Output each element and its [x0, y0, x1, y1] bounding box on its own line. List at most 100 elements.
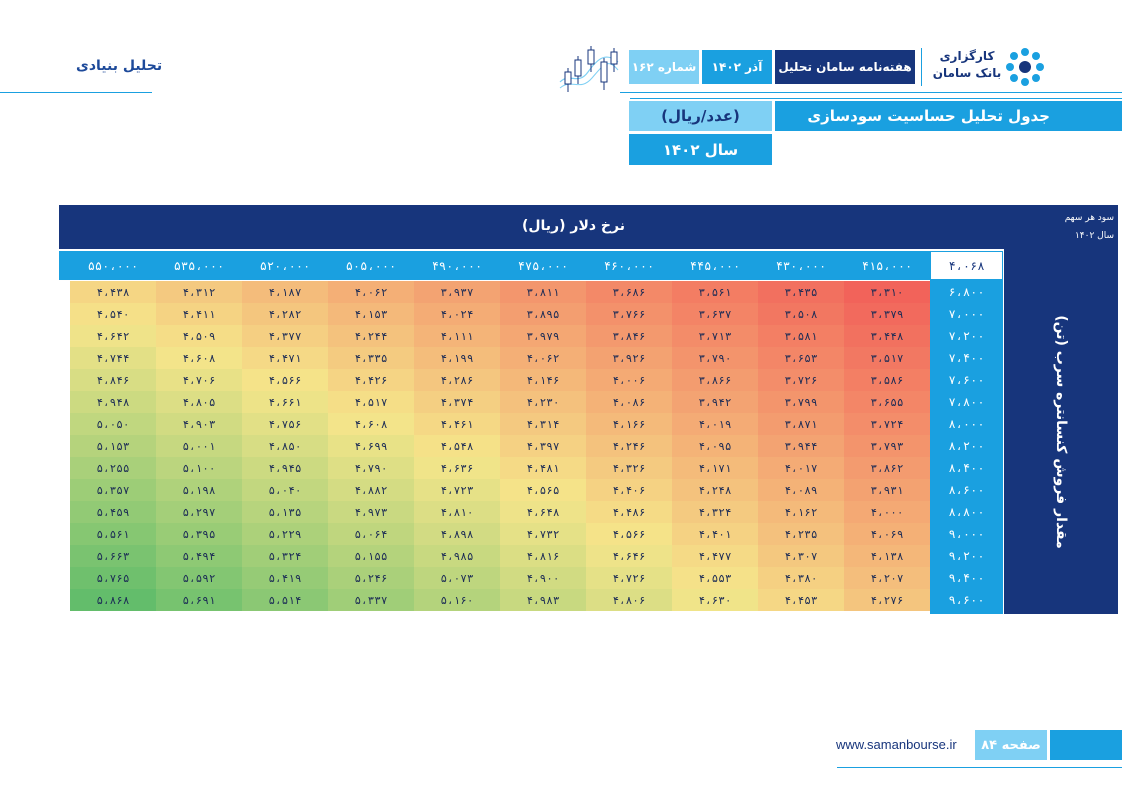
eps-value-cell: ۳،۵۸۱ [758, 325, 844, 347]
footer-accent-block [1050, 730, 1122, 760]
eps-value-cell: ۵،۶۶۳ [70, 545, 156, 567]
sales-volume-cell: ۷،۸۰۰ [948, 395, 985, 409]
eps-value-cell: ۴،۰۹۵ [672, 435, 758, 457]
eps-value-cell: ۴،۸۱۰ [414, 501, 500, 523]
eps-value-cell: ۴،۳۱۴ [500, 413, 586, 435]
eps-value-cell: ۴،۴۱۱ [156, 303, 242, 325]
eps-value-cell: ۳،۵۰۸ [758, 303, 844, 325]
dollar-rate-cell: ۵۵۰،۰۰۰ [87, 258, 139, 273]
eps-value-cell: ۴،۱۳۸ [844, 545, 930, 567]
eps-value-cell: ۴،۷۳۲ [500, 523, 586, 545]
eps-value-cell: ۴،۲۴۶ [586, 435, 672, 457]
eps-value-cell: ۴،۹۸۵ [414, 545, 500, 567]
eps-value-cell: ۵،۲۴۶ [328, 567, 414, 589]
eps-value-cell: ۴،۰۸۶ [586, 391, 672, 413]
table-title: جدول تحلیل حساسیت سودسازی [775, 101, 1122, 131]
eps-value-cell: ۴،۷۵۶ [242, 413, 328, 435]
eps-value-cell: ۴،۳۲۶ [586, 457, 672, 479]
section-title: تحلیل بنیادی [76, 58, 163, 74]
sales-volume-cell: ۹،۴۰۰ [948, 571, 985, 585]
eps-value-cell: ۴،۲۰۷ [844, 567, 930, 589]
eps-value-cell: ۴،۷۲۶ [586, 567, 672, 589]
eps-value-cell: ۳،۷۲۴ [844, 413, 930, 435]
eps-value-cell: ۳،۶۳۷ [672, 303, 758, 325]
eps-value-cell: ۴،۵۰۹ [156, 325, 242, 347]
eps-value-cell: ۴،۱۶۲ [758, 501, 844, 523]
eps-value-cell: ۴،۲۸۶ [414, 369, 500, 391]
eps-value-cell: ۴،۵۵۳ [672, 567, 758, 589]
eps-value-cell: ۴،۸۰۵ [156, 391, 242, 413]
eps-value-cell: ۴،۹۴۸ [70, 391, 156, 413]
eps-value-cell: ۳،۵۸۶ [844, 369, 930, 391]
eps-value-cell: ۴،۱۵۳ [328, 303, 414, 325]
eps-value-cell: ۵،۵۶۱ [70, 523, 156, 545]
sales-volume-cell: ۷،۲۰۰ [948, 329, 985, 343]
dollar-rate-cell: ۵۰۵،۰۰۰ [345, 258, 397, 273]
dollar-rate-cell: ۵۳۵،۰۰۰ [173, 258, 225, 273]
eps-value-cell: ۴،۰۶۹ [844, 523, 930, 545]
header-divider-left [0, 92, 152, 93]
eps-value-cell: ۳،۳۱۰ [844, 281, 930, 303]
eps-value-cell: ۴،۸۰۶ [586, 589, 672, 611]
eps-value-cell: ۵،۱۶۰ [414, 589, 500, 611]
eps-value-cell: ۳،۸۶۶ [672, 369, 758, 391]
eps-value-cell: ۳،۷۹۹ [758, 391, 844, 413]
eps-value-cell: ۵،۴۱۹ [242, 567, 328, 589]
eps-value-cell: ۴،۲۷۶ [844, 589, 930, 611]
eps-value-cell: ۴،۸۴۶ [70, 369, 156, 391]
eps-value-cell: ۴،۵۶۵ [500, 479, 586, 501]
eps-value-cell: ۴،۶۰۸ [156, 347, 242, 369]
table-year: سال ۱۴۰۲ [629, 134, 772, 165]
eps-value-cell: ۵،۰۵۰ [70, 413, 156, 435]
issue-number-badge: شماره ۱۶۲ [629, 50, 699, 84]
eps-value-cell: ۴،۳۷۷ [242, 325, 328, 347]
eps-value-cell: ۴،۸۹۸ [414, 523, 500, 545]
eps-value-cell: ۵،۳۹۵ [156, 523, 242, 545]
eps-value-cell: ۳،۹۳۷ [414, 281, 500, 303]
candlestick-chart-icon [558, 42, 620, 102]
eps-value-cell: ۴،۰۶۲ [500, 347, 586, 369]
bank-logo-icon [1004, 46, 1046, 92]
eps-value-cell: ۴،۰۸۹ [758, 479, 844, 501]
eps-value-cell: ۵،۱۵۵ [328, 545, 414, 567]
eps-value-cell: ۳،۷۹۳ [844, 435, 930, 457]
dollar-rate-cell: ۴۹۰،۰۰۰ [431, 258, 483, 273]
column-axis-label: نرخ دلار (ریال) [522, 218, 625, 234]
footer-divider [837, 767, 1122, 768]
eps-value-cell: ۴،۳۰۷ [758, 545, 844, 567]
sales-volume-cell: ۷،۰۰۰ [948, 307, 985, 321]
eps-value-cell: ۴،۰۱۹ [672, 413, 758, 435]
eps-value-cell: ۴،۰۰۶ [586, 369, 672, 391]
eps-value-cell: ۴،۳۹۷ [500, 435, 586, 457]
eps-value-cell: ۳،۹۲۶ [586, 347, 672, 369]
eps-value-cell: ۴،۴۷۷ [672, 545, 758, 567]
eps-value-cell: ۳،۴۳۵ [758, 281, 844, 303]
eps-value-cell: ۳،۹۷۹ [500, 325, 586, 347]
eps-value-cell: ۴،۶۳۶ [414, 457, 500, 479]
logo-divider [921, 48, 922, 86]
eps-value-cell: ۴،۸۸۲ [328, 479, 414, 501]
eps-value-cell: ۴،۶۴۲ [70, 325, 156, 347]
eps-value-cell: ۵،۴۹۴ [156, 545, 242, 567]
eps-value-cell: ۵،۰۶۴ [328, 523, 414, 545]
eps-value-cell: ۳،۶۵۵ [844, 391, 930, 413]
eps-value-cell: ۵،۲۲۹ [242, 523, 328, 545]
eps-value-cell: ۴،۶۳۰ [672, 589, 758, 611]
eps-value-cell: ۳،۸۶۲ [844, 457, 930, 479]
eps-value-cell: ۴،۳۷۴ [414, 391, 500, 413]
eps-value-cell: ۴،۴۳۸ [70, 281, 156, 303]
row-axis-label-wrap: مقدار فروش کنسانتره سرب (تن) [1004, 249, 1118, 614]
eps-value-cell: ۴،۷۹۰ [328, 457, 414, 479]
eps-value-cell: ۳،۵۶۱ [672, 281, 758, 303]
eps-value-cell: ۴،۴۶۱ [414, 413, 500, 435]
corner-label-year: سال ۱۴۰۲ [1074, 231, 1114, 241]
logo-line-2: بانک سامان [932, 66, 1002, 80]
sales-volume-cell: ۸،۶۰۰ [948, 483, 985, 497]
eps-value-cell: ۳،۶۸۶ [586, 281, 672, 303]
eps-value-cell: ۴،۲۸۲ [242, 303, 328, 325]
eps-value-cell: ۴،۳۱۲ [156, 281, 242, 303]
sales-volume-column [930, 280, 1003, 614]
eps-value-cell: ۴،۹۴۵ [242, 457, 328, 479]
eps-value-cell: ۵،۱۹۸ [156, 479, 242, 501]
dollar-rate-cell: ۴۴۵،۰۰۰ [689, 258, 741, 273]
